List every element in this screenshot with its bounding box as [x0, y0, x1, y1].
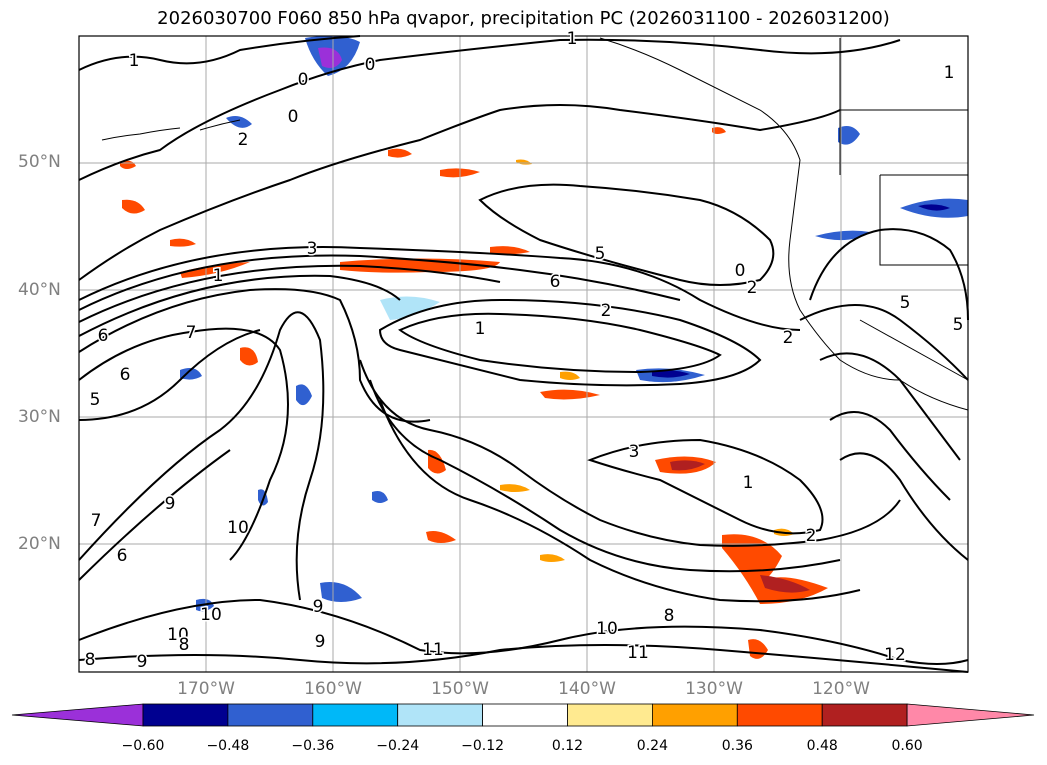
- contour-label: 7: [186, 323, 197, 343]
- colorbar-tick-label: −0.48: [206, 738, 250, 754]
- lon-label-170w: 170°W: [177, 679, 235, 699]
- colorbar-bin: [482, 703, 568, 727]
- lon-label-150w: 150°W: [431, 679, 489, 699]
- colorbar-bin: [142, 703, 229, 727]
- contour-label: 10: [227, 518, 249, 538]
- lat-label-50n: 50°N: [18, 152, 61, 172]
- contour-label: 2: [601, 301, 612, 321]
- colorbar-tick-label: −0.60: [121, 738, 165, 754]
- contour-label: 9: [313, 597, 324, 617]
- contour-label: 10: [167, 625, 189, 645]
- contour-label: 6: [117, 546, 128, 566]
- contour-label: 9: [165, 494, 176, 514]
- contour-label: 3: [629, 442, 640, 462]
- colorbar: [11, 703, 1035, 727]
- contour-label: 1: [129, 51, 140, 71]
- contour-label: 0: [288, 107, 299, 127]
- contour-label: 7: [91, 511, 102, 531]
- contour-label: 1: [743, 473, 754, 493]
- contour-label: 2: [806, 526, 817, 546]
- colorbar-bin: [11, 703, 144, 727]
- contour-label: 12: [884, 645, 906, 665]
- colorbar-tick-label: 0.48: [806, 738, 838, 754]
- lon-label-140w: 140°W: [558, 679, 616, 699]
- contour-label: 8: [664, 606, 675, 626]
- colorbar-bin: [567, 703, 653, 727]
- contour-label: 11: [422, 640, 444, 660]
- colorbar-tick-label: 0.24: [636, 738, 668, 754]
- contour-label: 3: [307, 239, 318, 259]
- contour-label: 11: [627, 643, 649, 663]
- map-frame: [78, 35, 969, 673]
- lon-label-120w: 120°W: [812, 679, 870, 699]
- colorbar-tick-label: −0.36: [291, 738, 335, 754]
- contour-label: 0: [365, 55, 376, 75]
- contour-label: 5: [90, 390, 101, 410]
- lon-label-160w: 160°W: [304, 679, 362, 699]
- colorbar-bin: [652, 703, 738, 727]
- contour-label: 1: [475, 319, 486, 339]
- colorbar-bin: [736, 703, 823, 727]
- colorbar-bin: [397, 703, 484, 727]
- colorbar-tick-label: 0.36: [721, 738, 753, 754]
- contour-label: 6: [120, 365, 131, 385]
- contour-label: 2: [238, 130, 249, 150]
- colorbar-bin: [227, 703, 314, 727]
- lat-label-20n: 20°N: [18, 534, 61, 554]
- colorbar-tick-label: −0.24: [376, 738, 420, 754]
- colorbar-bin: [821, 703, 908, 727]
- colorbar-tick-label: 0.12: [551, 738, 584, 754]
- contour-label: 8: [85, 650, 96, 670]
- contour-label: 9: [137, 652, 148, 672]
- lat-label-40n: 40°N: [18, 280, 61, 300]
- contour-label: 0: [735, 261, 746, 281]
- contour-label: 5: [900, 293, 911, 313]
- contour-label: 5: [953, 315, 964, 335]
- colorbar-tick-label: 0.60: [891, 738, 923, 754]
- contour-label: 6: [550, 272, 561, 292]
- contour-label: 10: [596, 619, 618, 639]
- contour-label: 5: [595, 244, 606, 264]
- contour-label: 10: [200, 605, 222, 625]
- map-title: 2026030700 F060 850 hPa qvapor, precipit…: [157, 8, 890, 29]
- coastlines: [101, 37, 969, 411]
- contour-label: 1: [213, 266, 224, 286]
- qvapor-contours: [78, 35, 969, 673]
- contour-label: 9: [315, 632, 326, 652]
- contour-label: 2: [747, 278, 758, 298]
- contour-label: 2: [783, 328, 794, 348]
- contour-label: 1: [944, 63, 955, 83]
- contour-label: 1: [567, 29, 578, 49]
- colorbar-bin: [906, 703, 1035, 727]
- contour-label: 6: [98, 326, 109, 346]
- colorbar-tick-label: −0.12: [461, 738, 505, 754]
- lon-label-130w: 130°W: [685, 679, 743, 699]
- colorbar-bin: [312, 703, 399, 727]
- contour-label: 0: [298, 70, 309, 90]
- lat-label-30n: 30°N: [18, 407, 61, 427]
- contour-label: 8: [179, 635, 190, 655]
